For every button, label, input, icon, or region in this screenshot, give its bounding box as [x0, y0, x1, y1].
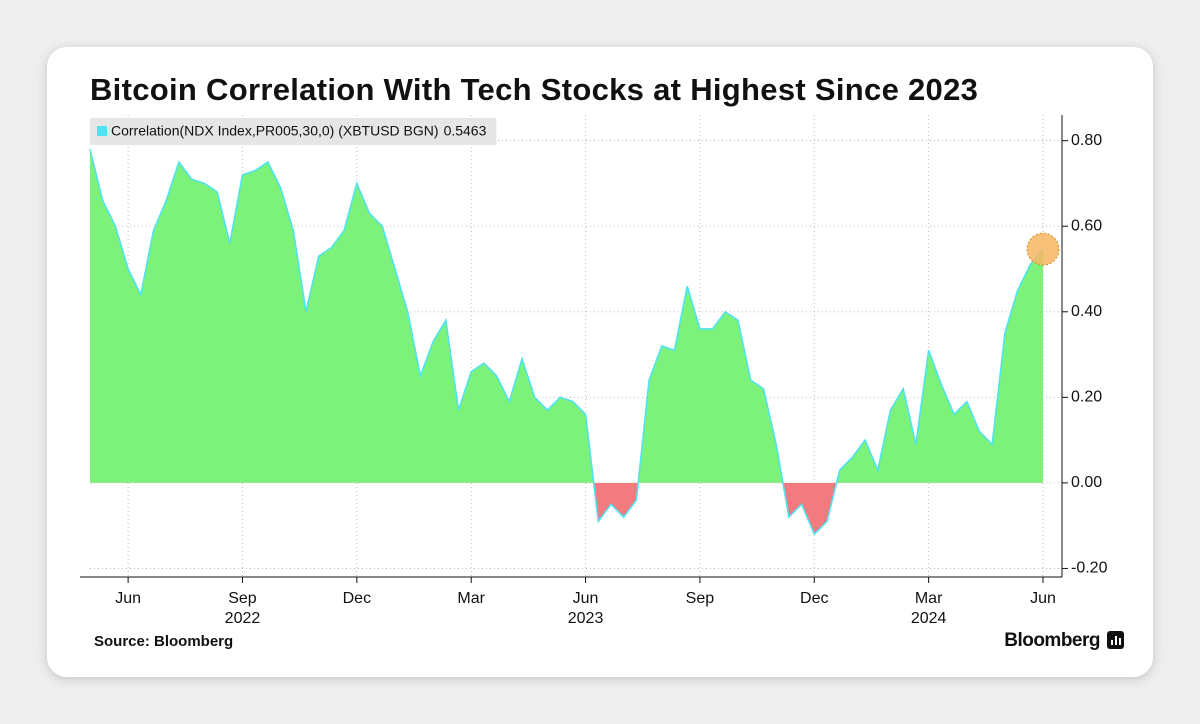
brand: Bloomberg — [1004, 630, 1100, 651]
x-year-label: 2022 — [225, 610, 261, 627]
legend-swatch — [97, 126, 107, 136]
y-tick-label: -0.20 — [1071, 560, 1108, 577]
x-tick-label: Sep — [686, 590, 715, 607]
x-tick-label: Jun — [115, 590, 141, 607]
area-negative — [90, 482, 1043, 535]
legend-bg — [90, 118, 497, 145]
y-tick-label: 0.60 — [1071, 217, 1102, 234]
y-tick-label: 0.80 — [1071, 132, 1102, 149]
chart-title: Bitcoin Correlation With Tech Stocks at … — [90, 72, 978, 107]
legend-label: Correlation(NDX Index,PR005,30,0) (XBTUS… — [111, 123, 439, 139]
source: Source: Bloomberg — [94, 633, 233, 650]
x-tick-label: Mar — [915, 590, 943, 607]
area-positive — [90, 149, 1043, 483]
x-tick-label: Mar — [457, 590, 485, 607]
highlight — [1026, 232, 1060, 266]
legend: Correlation(NDX Index,PR005,30,0) (XBTUS… — [90, 118, 497, 145]
y-tick-label: 0.00 — [1071, 474, 1102, 491]
x-tick-label: Dec — [343, 590, 371, 607]
x-tick-label: Jun — [573, 590, 599, 607]
brand-icon — [1107, 631, 1124, 649]
legend-value: 0.5463 — [444, 123, 487, 139]
x-year-label: 2023 — [568, 610, 604, 627]
x-tick-label: Dec — [800, 590, 828, 607]
y-tick-label: 0.40 — [1071, 303, 1102, 320]
x-tick-label: Sep — [228, 590, 257, 607]
line — [89, 149, 1044, 536]
x-tick-label: Jun — [1030, 590, 1056, 607]
card — [47, 47, 1153, 677]
x-year-label: 2024 — [911, 610, 947, 627]
y-tick-label: 0.20 — [1071, 389, 1102, 406]
